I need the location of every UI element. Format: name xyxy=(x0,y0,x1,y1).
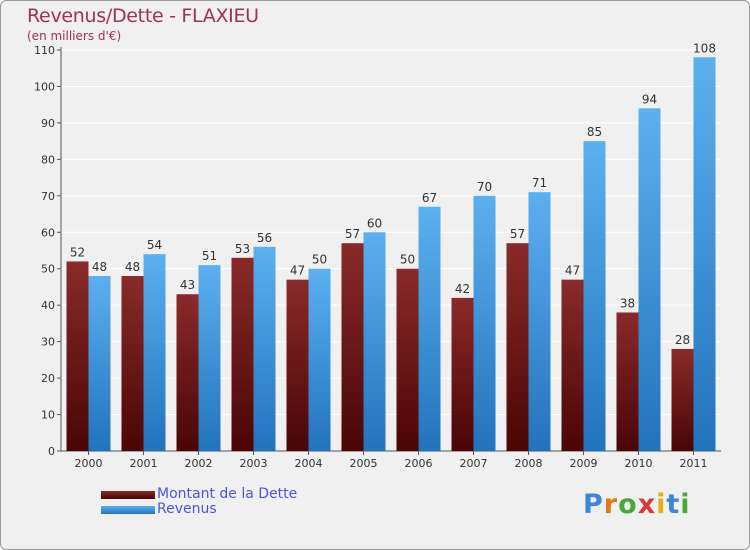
bar-revenus-2000 xyxy=(88,276,111,451)
bar-dette-2004 xyxy=(286,279,309,451)
x-tick-label-2008: 2008 xyxy=(515,457,543,470)
x-tick-label-2007: 2007 xyxy=(460,457,488,470)
y-tick-label: 10 xyxy=(41,409,55,422)
x-tick-label-2011: 2011 xyxy=(680,457,708,470)
data-label-revenus: 70 xyxy=(477,180,492,194)
bar-dette-2000 xyxy=(66,261,89,451)
x-tick-label-2006: 2006 xyxy=(405,457,433,470)
bar-dette-2006 xyxy=(396,268,419,451)
logo-letter: r xyxy=(603,489,619,520)
data-label-dette: 57 xyxy=(510,227,525,241)
bar-dette-2005 xyxy=(341,243,364,451)
y-tick-label: 70 xyxy=(41,190,55,203)
axes: 0 10 20 30 40 50 60 70 80 90 100 110 2000 2001 2002 200… xyxy=(34,44,721,470)
bar-dette-2010 xyxy=(616,312,639,451)
data-label-revenus: 85 xyxy=(587,125,602,139)
x-tick-label-2004: 2004 xyxy=(295,457,323,470)
data-label-revenus: 54 xyxy=(147,238,162,252)
bar-revenus-2008 xyxy=(528,192,551,451)
bar-revenus-2011 xyxy=(693,57,716,452)
y-tick-label: 60 xyxy=(41,226,55,239)
legend-swatch-dette xyxy=(101,491,155,499)
data-labels: 52 48 48 54 43 51 53 56 47 50 57 60 50 67 42 70 57 71 47 85… xyxy=(70,41,716,347)
y-tick-label: 100 xyxy=(34,80,55,93)
y-tick-label: 20 xyxy=(41,372,55,385)
bar-revenus-2003 xyxy=(253,246,276,451)
bar-dette-2009 xyxy=(561,279,584,451)
data-label-dette: 42 xyxy=(455,282,470,296)
y-tick-label: 30 xyxy=(41,336,55,349)
y-tick-label: 90 xyxy=(41,117,55,130)
data-label-dette: 50 xyxy=(400,253,415,267)
logo-letter: t xyxy=(666,489,681,520)
x-tick-label-2010: 2010 xyxy=(625,457,653,470)
x-tick-label-2005: 2005 xyxy=(350,457,378,470)
data-label-dette: 38 xyxy=(620,296,635,310)
x-tick-label-2009: 2009 xyxy=(570,457,598,470)
y-tick-label: 110 xyxy=(34,44,55,57)
x-tick-label-2000: 2000 xyxy=(75,457,103,470)
data-label-revenus: 94 xyxy=(642,92,657,106)
logo-letter: x xyxy=(637,489,657,520)
y-tick-label: 40 xyxy=(41,299,55,312)
logo-letter: i xyxy=(656,489,667,520)
x-tick-label-2003: 2003 xyxy=(240,457,268,470)
bar-dette-2003 xyxy=(231,257,254,451)
bar-revenus-2002 xyxy=(198,265,221,451)
data-label-dette: 47 xyxy=(290,264,305,278)
legend-swatch-revenus xyxy=(101,506,155,514)
proxiti-logo: Proxiti xyxy=(583,489,691,520)
data-label-revenus: 60 xyxy=(367,216,382,230)
y-tick-label: 50 xyxy=(41,263,55,276)
bar-dette-2008 xyxy=(506,243,529,451)
legend-label-revenus: Revenus xyxy=(157,501,217,517)
y-tick-label: 0 xyxy=(48,445,55,458)
x-tick-label-2002: 2002 xyxy=(185,457,213,470)
bar-revenus-2001 xyxy=(143,254,166,451)
data-label-revenus: 71 xyxy=(532,176,547,190)
data-label-revenus: 48 xyxy=(92,260,107,274)
bar-dette-2001 xyxy=(121,276,144,451)
legend-label-dette: Montant de la Dette xyxy=(157,486,298,502)
logo-letter: i xyxy=(680,489,691,520)
grid-lines xyxy=(61,49,721,416)
bar-revenus-2004 xyxy=(308,268,331,451)
data-label-dette: 28 xyxy=(675,333,690,347)
data-label-dette: 52 xyxy=(70,245,85,259)
bar-revenus-2010 xyxy=(638,108,661,451)
bar-revenus-2007 xyxy=(473,195,496,451)
data-label-revenus: 108 xyxy=(693,41,716,55)
x-tick-label-2001: 2001 xyxy=(130,457,158,470)
bars xyxy=(66,57,716,452)
data-label-revenus: 67 xyxy=(422,191,437,205)
bar-dette-2007 xyxy=(451,297,474,451)
bar-revenus-2005 xyxy=(363,232,386,451)
data-label-dette: 47 xyxy=(565,264,580,278)
y-tick-label: 80 xyxy=(41,153,55,166)
logo-letter: P xyxy=(583,489,604,520)
data-label-revenus: 50 xyxy=(312,253,327,267)
data-label-revenus: 51 xyxy=(202,249,217,263)
chart-title: Revenus/Dette - FLAXIEU xyxy=(27,5,259,27)
data-label-dette: 48 xyxy=(125,260,140,274)
logo-letter: o xyxy=(618,489,638,520)
bar-dette-2011 xyxy=(671,348,694,451)
chart-subtitle: (en milliers d'€) xyxy=(27,29,122,43)
data-label-dette: 57 xyxy=(345,227,360,241)
bar-revenus-2006 xyxy=(418,206,441,451)
bar-revenus-2009 xyxy=(583,141,606,452)
data-label-dette: 53 xyxy=(235,242,250,256)
data-label-revenus: 56 xyxy=(257,231,272,245)
data-label-dette: 43 xyxy=(180,278,195,292)
bar-dette-2002 xyxy=(176,294,199,451)
